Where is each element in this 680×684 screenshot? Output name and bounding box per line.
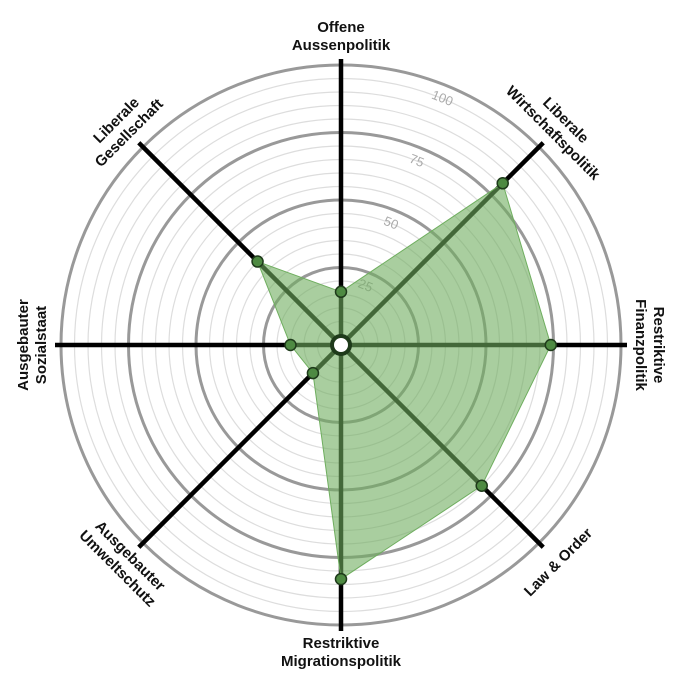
category-label-line: Finanzpolitik <box>632 299 649 391</box>
data-point <box>251 255 264 268</box>
category-label-line: Sozialstaat <box>33 306 50 384</box>
category-label: Ausgebauter Sozialstaat <box>15 299 50 391</box>
data-point <box>334 285 348 299</box>
data-point <box>475 479 488 492</box>
category-label-line: Offene <box>317 19 365 36</box>
category-label-line: Restriktive <box>303 635 380 652</box>
data-point <box>496 177 509 190</box>
r-tick-label: 100 <box>430 87 456 109</box>
data-area <box>256 182 552 580</box>
center-ring <box>330 334 352 356</box>
axis-line <box>137 343 343 549</box>
data-point <box>544 338 558 352</box>
category-label-line: Aussenpolitik <box>292 37 391 54</box>
r-tick-label: 75 <box>407 151 426 170</box>
category-label-line: Migrationspolitik <box>281 653 402 670</box>
category-label-line: Restriktive <box>650 307 667 384</box>
data-point <box>334 572 348 586</box>
data-point <box>306 366 320 380</box>
data-point <box>284 338 297 352</box>
category-label-line: Ausgebauter <box>15 299 32 391</box>
r-tick-label: 50 <box>382 213 401 232</box>
